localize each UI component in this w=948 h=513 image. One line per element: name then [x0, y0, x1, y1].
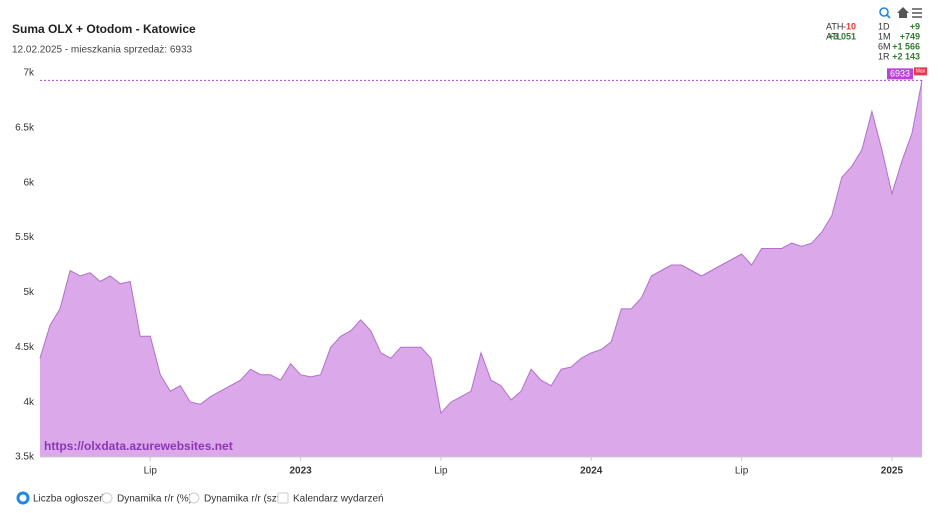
- stat-label: ATH: [826, 21, 843, 31]
- last-value-flag: [887, 68, 913, 80]
- radio: [101, 492, 113, 504]
- y-tick-label: 4k: [23, 397, 35, 408]
- stat-value: +3 051: [828, 31, 856, 41]
- stat-value: -10: [843, 21, 856, 31]
- checkbox: [277, 492, 289, 504]
- option-label: Liczba ogłoszeń: [33, 494, 105, 505]
- stat-value: +9: [910, 21, 920, 31]
- y-tick-label: 7k: [23, 68, 35, 79]
- option[interactable]: Dynamika r/r (%): [101, 492, 192, 505]
- radio: [188, 492, 200, 504]
- x-tick-label: 2024: [580, 466, 603, 477]
- area-fill: [40, 80, 922, 458]
- chart-title: Suma OLX + Otodom - Katowice: [12, 22, 196, 36]
- y-tick-label: 6k: [23, 177, 35, 188]
- stat-label: 1D: [878, 21, 890, 31]
- max-flag: Max: [916, 69, 926, 75]
- option[interactable]: Dynamika r/r (szt): [188, 492, 283, 505]
- area-line: [39, 80, 923, 415]
- home-icon[interactable]: [897, 7, 909, 18]
- option-label: Kalendarz wydarzeń: [293, 494, 384, 505]
- x-tick-label: Lip: [144, 466, 158, 477]
- option-label: Dynamika r/r (%): [117, 494, 192, 505]
- x-tick-label: 2023: [289, 466, 312, 477]
- y-tick-label: 3.5k: [15, 452, 35, 463]
- option-label: Dynamika r/r (szt): [204, 494, 283, 505]
- stat-label: 1M: [878, 31, 891, 41]
- stat-value: +749: [900, 31, 920, 41]
- last-value-label: 6933: [890, 69, 910, 79]
- max-flag-box: [914, 67, 927, 76]
- y-tick-label: 5.5k: [15, 232, 35, 243]
- option[interactable]: Kalendarz wydarzeń: [277, 492, 384, 505]
- x-tick-label: Lip: [434, 466, 448, 477]
- stat-label: 1R: [878, 51, 890, 61]
- stat-value: +2 143: [892, 51, 920, 61]
- option[interactable]: Liczba ogłoszeń: [16, 491, 105, 505]
- y-tick-label: 6.5k: [15, 122, 35, 133]
- stat-value: +1 566: [892, 41, 920, 51]
- x-tick-label: Lip: [735, 466, 749, 477]
- chart-subtitle: 12.02.2025 - mieszkania sprzedaż: 6933: [12, 45, 193, 56]
- y-tick-label: 5k: [23, 287, 35, 298]
- radio: [16, 491, 30, 505]
- stat-label: ATL: [826, 31, 842, 41]
- x-tick-label: 2025: [881, 466, 904, 477]
- zoom-icon[interactable]: [879, 7, 891, 19]
- menu-icon[interactable]: [912, 8, 922, 18]
- y-tick-label: 4.5k: [15, 342, 35, 353]
- watermark: https://olxdata.azurewebsites.net: [44, 439, 233, 453]
- stat-label: 6M: [878, 41, 891, 51]
- toolbar: [879, 7, 922, 19]
